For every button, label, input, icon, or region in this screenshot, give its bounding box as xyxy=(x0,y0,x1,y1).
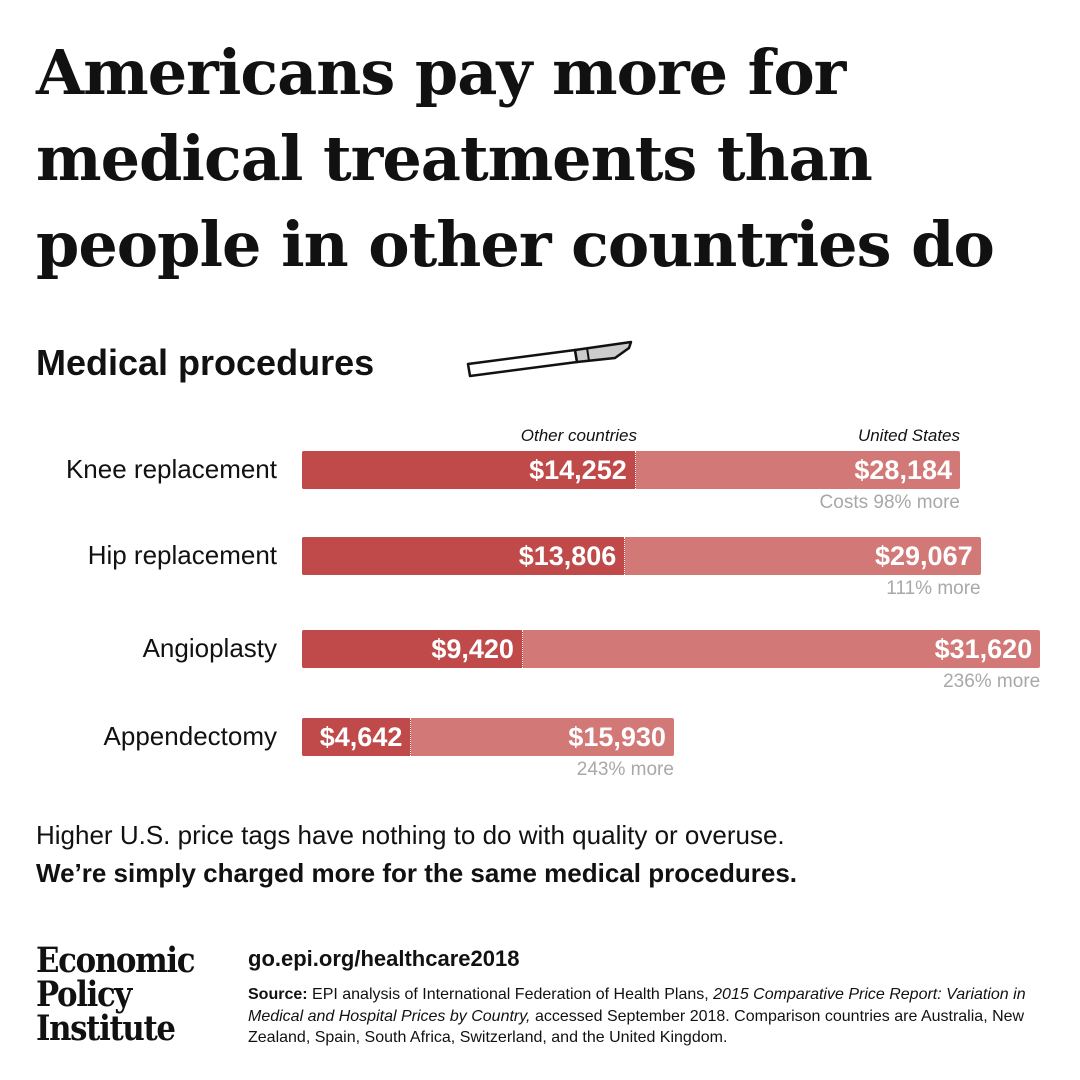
percent-more-label: Costs 98% more xyxy=(819,492,960,513)
bar-other-countries: $14,252 xyxy=(302,451,636,489)
note-line-2: We’re simply charged more for the same m… xyxy=(36,858,798,888)
value-label-other: $9,420 xyxy=(431,634,514,664)
value-label-us: $31,620 xyxy=(934,634,1033,664)
value-label-other: $4,642 xyxy=(319,722,403,752)
scalpel-icon xyxy=(466,340,633,378)
source-note: Source: EPI analysis of International Fe… xyxy=(248,984,1048,1049)
value-label-us: $15,930 xyxy=(568,722,666,752)
percent-more-label: 243% more xyxy=(576,759,674,780)
bar-other-countries: $13,806 xyxy=(302,537,626,575)
source-text: accessed September 2018. Comparison coun… xyxy=(248,1007,1025,1047)
value-label-us: $28,184 xyxy=(854,455,952,485)
logo-line: Institute xyxy=(36,1008,176,1049)
category-label: Knee replacement xyxy=(65,454,277,484)
source-text: EPI analysis of International Federation… xyxy=(307,986,714,1003)
epi-logo: Economic Policy Institute xyxy=(36,940,196,1049)
page-title: Americans pay more for medical treatment… xyxy=(36,36,995,281)
value-label-us: $29,067 xyxy=(875,541,973,571)
legend-other-countries: Other countries xyxy=(520,426,637,445)
category-label: Appendectomy xyxy=(103,721,277,751)
percent-more-label: 236% more xyxy=(943,671,1041,692)
value-label-other: $14,252 xyxy=(529,455,627,485)
value-label-other: $13,806 xyxy=(518,541,617,571)
category-label: Angioplasty xyxy=(142,633,277,663)
logo-line: Economic xyxy=(36,940,196,981)
chart-subtitle: Medical procedures xyxy=(36,342,375,383)
source-url[interactable]: go.epi.org/healthcare2018 xyxy=(248,946,520,971)
source-title: 2015 Comparative Price Report: Variation… xyxy=(248,986,1026,1025)
logo-line: Policy xyxy=(36,974,132,1015)
note-line-1: Higher U.S. price tags have nothing to d… xyxy=(36,820,785,850)
bar-other-countries: $4,642 xyxy=(302,718,412,756)
source-label: Source: xyxy=(248,986,308,1003)
legend-united-states: United States xyxy=(857,426,960,445)
percent-more-label: 111% more xyxy=(886,578,981,599)
category-label: Hip replacement xyxy=(87,540,277,570)
bar-other-countries: $9,420 xyxy=(302,630,523,668)
